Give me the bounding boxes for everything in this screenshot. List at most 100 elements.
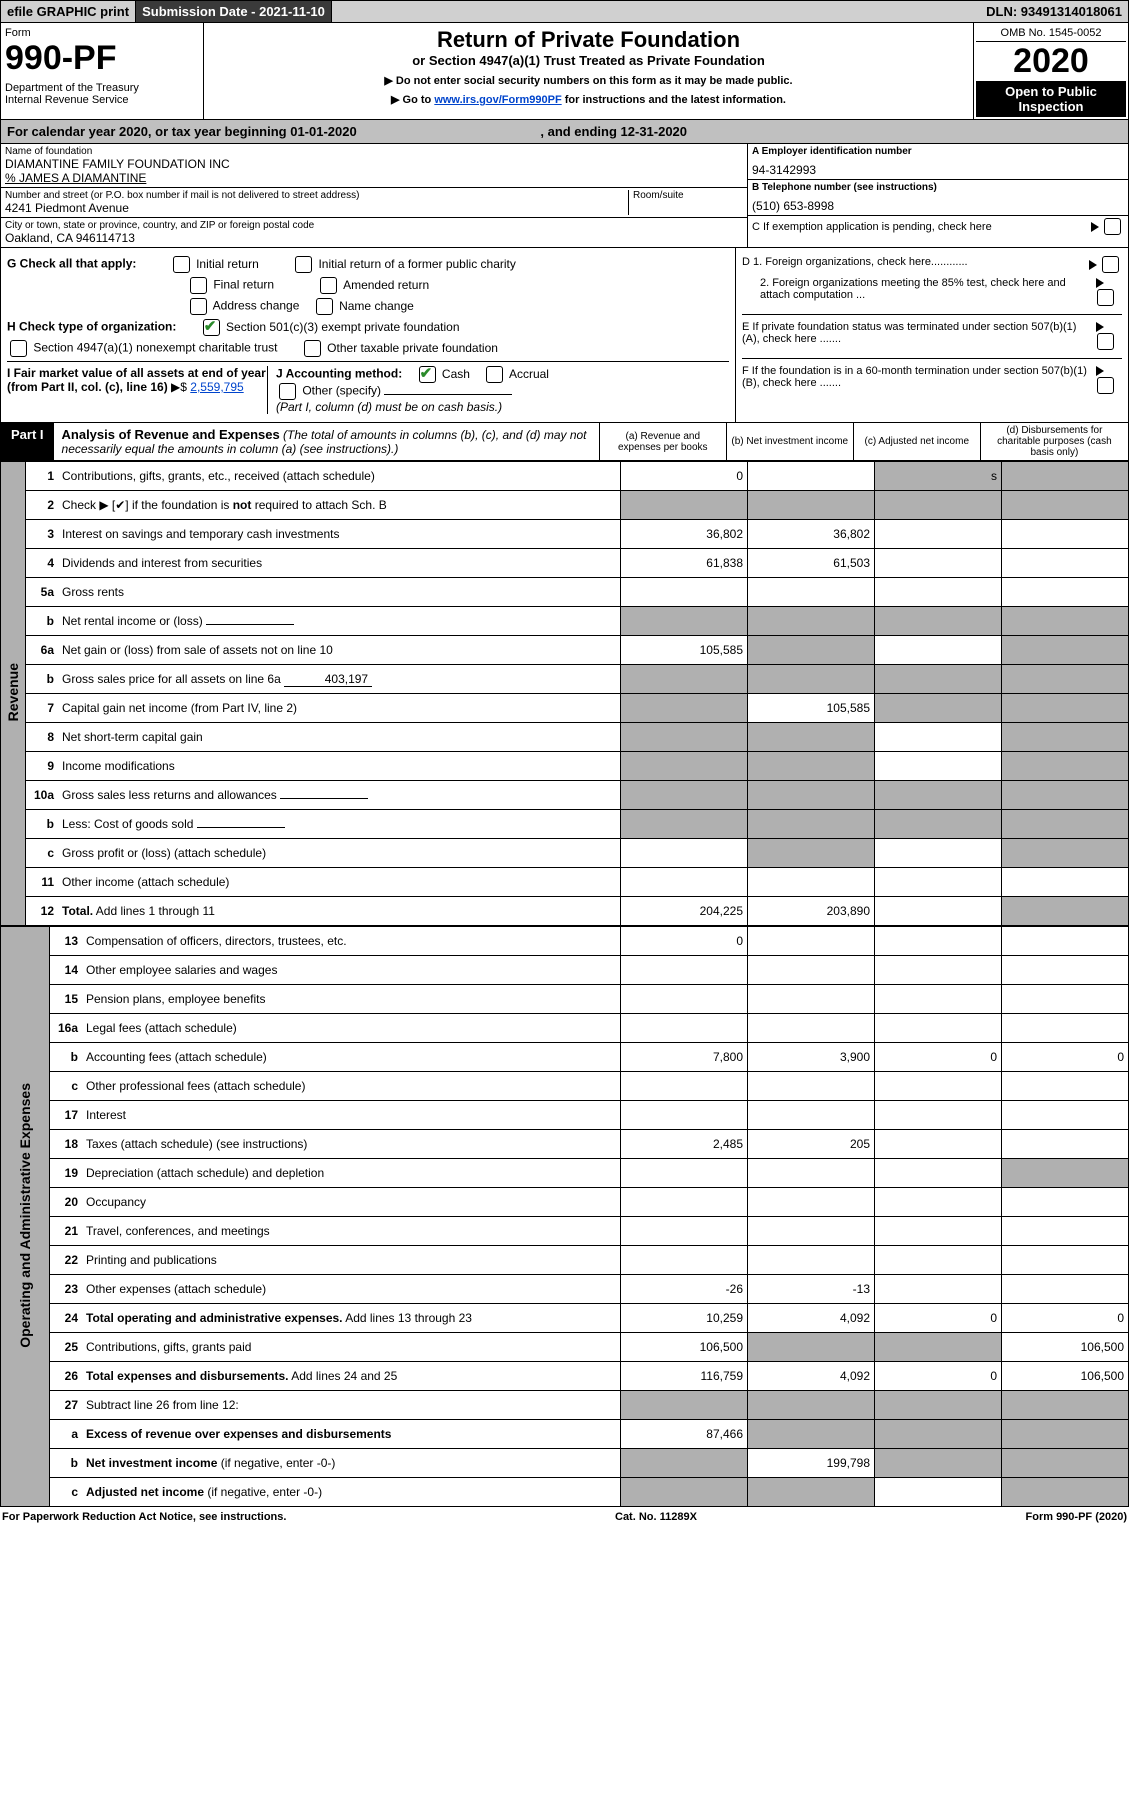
amount-cell (621, 1159, 748, 1188)
table-row: 16aLegal fees (attach schedule) (1, 1014, 1129, 1043)
line-number: c (50, 1072, 83, 1101)
amount-cell (875, 956, 1002, 985)
g-initial-former-checkbox[interactable] (295, 256, 312, 273)
open-to-public: Open to Public Inspection (976, 81, 1126, 117)
amount-cell (621, 607, 748, 636)
h-4947-checkbox[interactable] (10, 340, 27, 357)
efile-btn[interactable]: efile GRAPHIC print (1, 1, 136, 22)
amount-cell (875, 1246, 1002, 1275)
line-description: Total. Add lines 1 through 11 (58, 897, 621, 926)
line-description: Subtract line 26 from line 12: (82, 1391, 621, 1420)
amount-cell: 0 (875, 1304, 1002, 1333)
amount-cell: 203,890 (748, 897, 875, 926)
table-row: 11Other income (attach schedule) (1, 868, 1129, 897)
table-row: 27Subtract line 26 from line 12: (1, 1391, 1129, 1420)
amount-cell (875, 1014, 1002, 1043)
amount-cell (621, 1014, 748, 1043)
line-number: 22 (50, 1246, 83, 1275)
form-ref: Form 990-PF (2020) (1026, 1511, 1128, 1523)
c-pending-checkbox[interactable] (1104, 218, 1121, 235)
table-row: 9Income modifications (1, 752, 1129, 781)
amount-cell: 87,466 (621, 1420, 748, 1449)
submission-date: Submission Date - 2021-11-10 (136, 1, 332, 22)
line-description: Adjusted net income (if negative, enter … (82, 1478, 621, 1507)
table-row: 4Dividends and interest from securities6… (1, 549, 1129, 578)
amount-cell (748, 810, 875, 839)
phone-value: (510) 653-8998 (752, 199, 1124, 213)
line-number: 16a (50, 1014, 83, 1043)
amount-cell (748, 491, 875, 520)
amount-cell (1002, 462, 1129, 491)
table-row: aExcess of revenue over expenses and dis… (1, 1420, 1129, 1449)
f-checkbox[interactable] (1097, 377, 1114, 394)
line-number: c (26, 839, 59, 868)
amount-cell (621, 752, 748, 781)
g-initial-checkbox[interactable] (173, 256, 190, 273)
h-501c3-checkbox[interactable] (203, 319, 220, 336)
instructions-link[interactable]: www.irs.gov/Form990PF (434, 94, 561, 106)
line-number: 18 (50, 1130, 83, 1159)
table-row: bNet rental income or (loss) (1, 607, 1129, 636)
d2-checkbox[interactable] (1097, 289, 1114, 306)
amount-cell (1002, 607, 1129, 636)
g-address-checkbox[interactable] (190, 298, 207, 315)
line-description: Total operating and administrative expen… (82, 1304, 621, 1333)
amount-cell (1002, 810, 1129, 839)
j-accrual-checkbox[interactable] (486, 366, 503, 383)
amount-cell (748, 1188, 875, 1217)
amount-cell (875, 1449, 1002, 1478)
j-other-checkbox[interactable] (279, 383, 296, 400)
amount-cell: 2,485 (621, 1130, 748, 1159)
dln: DLN: 93491314018061 (980, 1, 1128, 22)
line-number: 3 (26, 520, 59, 549)
amount-cell: 0 (1002, 1304, 1129, 1333)
table-row: 15Pension plans, employee benefits (1, 985, 1129, 1014)
amount-cell (621, 723, 748, 752)
amount-cell: 105,585 (748, 694, 875, 723)
amount-cell (748, 956, 875, 985)
amount-cell: 205 (748, 1130, 875, 1159)
table-row: bNet investment income (if negative, ent… (1, 1449, 1129, 1478)
col-c-header: (c) Adjusted net income (853, 423, 980, 460)
form-number: 990-PF (5, 39, 195, 78)
amount-cell (1002, 927, 1129, 956)
paperwork-notice: For Paperwork Reduction Act Notice, see … (2, 1511, 286, 1523)
d1-checkbox[interactable] (1102, 256, 1119, 273)
j-cash-checkbox[interactable] (419, 366, 436, 383)
line-number: 20 (50, 1188, 83, 1217)
h-other-tax-checkbox[interactable] (304, 340, 321, 357)
line-description: Total expenses and disbursements. Add li… (82, 1362, 621, 1391)
amount-cell (875, 752, 1002, 781)
g-name-checkbox[interactable] (316, 298, 333, 315)
g-final-checkbox[interactable] (190, 277, 207, 294)
fmv-amount[interactable]: 2,559,795 (190, 380, 243, 394)
line-number: 15 (50, 985, 83, 1014)
g-amended-checkbox[interactable] (320, 277, 337, 294)
table-row: 2Check ▶ [✔] if the foundation is not re… (1, 491, 1129, 520)
table-row: 26Total expenses and disbursements. Add … (1, 1362, 1129, 1391)
table-row: bLess: Cost of goods sold (1, 810, 1129, 839)
amount-cell (875, 1188, 1002, 1217)
col-b-header: (b) Net investment income (726, 423, 853, 460)
line-number: 27 (50, 1391, 83, 1420)
form-header: Form 990-PF Department of the Treasury I… (0, 23, 1129, 120)
amount-cell: 4,092 (748, 1304, 875, 1333)
care-of: % JAMES A DIAMANTINE (5, 171, 743, 185)
amount-cell (1002, 985, 1129, 1014)
table-row: 20Occupancy (1, 1188, 1129, 1217)
table-row: 17Interest (1, 1101, 1129, 1130)
e-checkbox[interactable] (1097, 333, 1114, 350)
line-number: 5a (26, 578, 59, 607)
line-description: Gross sales less returns and allowances (58, 781, 621, 810)
amount-cell (1002, 839, 1129, 868)
amount-cell: 10,259 (621, 1304, 748, 1333)
c-pending-label: C If exemption application is pending, c… (752, 221, 992, 233)
check-section: G Check all that apply: Initial return I… (0, 248, 1129, 423)
amount-cell (875, 723, 1002, 752)
table-row: 22Printing and publications (1, 1246, 1129, 1275)
amount-cell (875, 781, 1002, 810)
amount-cell (748, 578, 875, 607)
expenses-table: Operating and Administrative Expenses13C… (0, 926, 1129, 1507)
amount-cell (875, 578, 1002, 607)
amount-cell (875, 927, 1002, 956)
